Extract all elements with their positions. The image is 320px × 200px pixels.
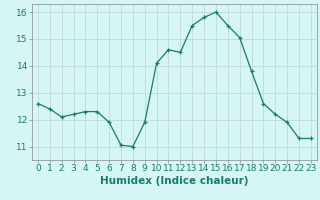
X-axis label: Humidex (Indice chaleur): Humidex (Indice chaleur): [100, 176, 249, 186]
